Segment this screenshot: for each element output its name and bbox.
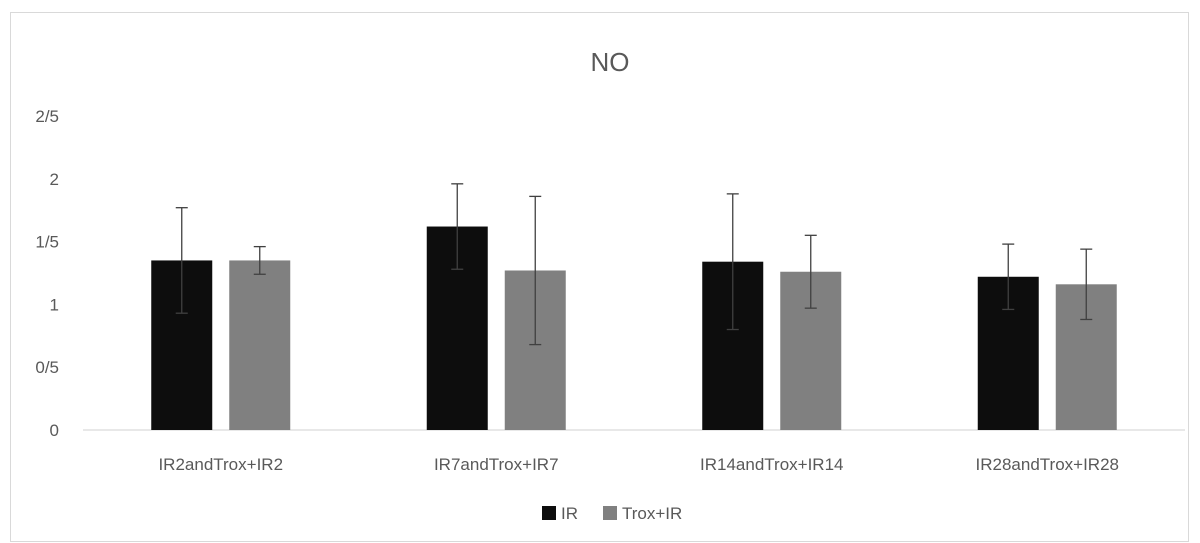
bar-chart: NO 0 0/5 1 1/5 2 2/5 IR2andTrox+IR2 IR7andTrox…	[35, 47, 1185, 523]
legend-label: IR	[561, 504, 578, 523]
y-tick-label: 0/5	[35, 358, 59, 377]
x-tick-label: IR28andTrox+IR28	[976, 455, 1119, 474]
y-tick-label: 1	[50, 295, 59, 314]
error-bar	[529, 195, 542, 346]
bars-group	[151, 183, 1117, 430]
x-tick-label: IR7andTrox+IR7	[434, 455, 559, 474]
error-bar	[726, 193, 739, 331]
error-bar	[1002, 243, 1015, 311]
y-tick-label: 2/5	[35, 107, 59, 126]
y-tick-label: 2	[50, 170, 59, 189]
x-axis: IR2andTrox+IR2 IR7andTrox+IR7 IR14andTrox+…	[158, 455, 1119, 474]
x-tick-label: IR14andTrox+IR14	[700, 455, 843, 474]
error-bar	[1080, 248, 1093, 321]
error-bar	[804, 234, 817, 309]
chart-area: NO 0 0/5 1 1/5 2 2/5 IR2andTrox+IR2 IR7andTrox…	[10, 12, 1189, 542]
legend: IR Trox+IR	[542, 504, 682, 523]
error-bar	[175, 207, 188, 314]
y-tick-label: 1/5	[35, 233, 59, 252]
chart-title: NO	[591, 47, 630, 77]
legend-swatch	[542, 506, 556, 520]
y-axis: 0 0/5 1 1/5 2 2/5	[35, 107, 59, 440]
bar-trox-ir-0	[229, 260, 291, 430]
error-bar	[451, 183, 464, 270]
x-tick-label: IR2andTrox+IR2	[158, 455, 283, 474]
y-tick-label: 0	[50, 421, 59, 440]
legend-label: Trox+IR	[622, 504, 682, 523]
error-bar	[253, 245, 266, 275]
legend-swatch	[603, 506, 617, 520]
